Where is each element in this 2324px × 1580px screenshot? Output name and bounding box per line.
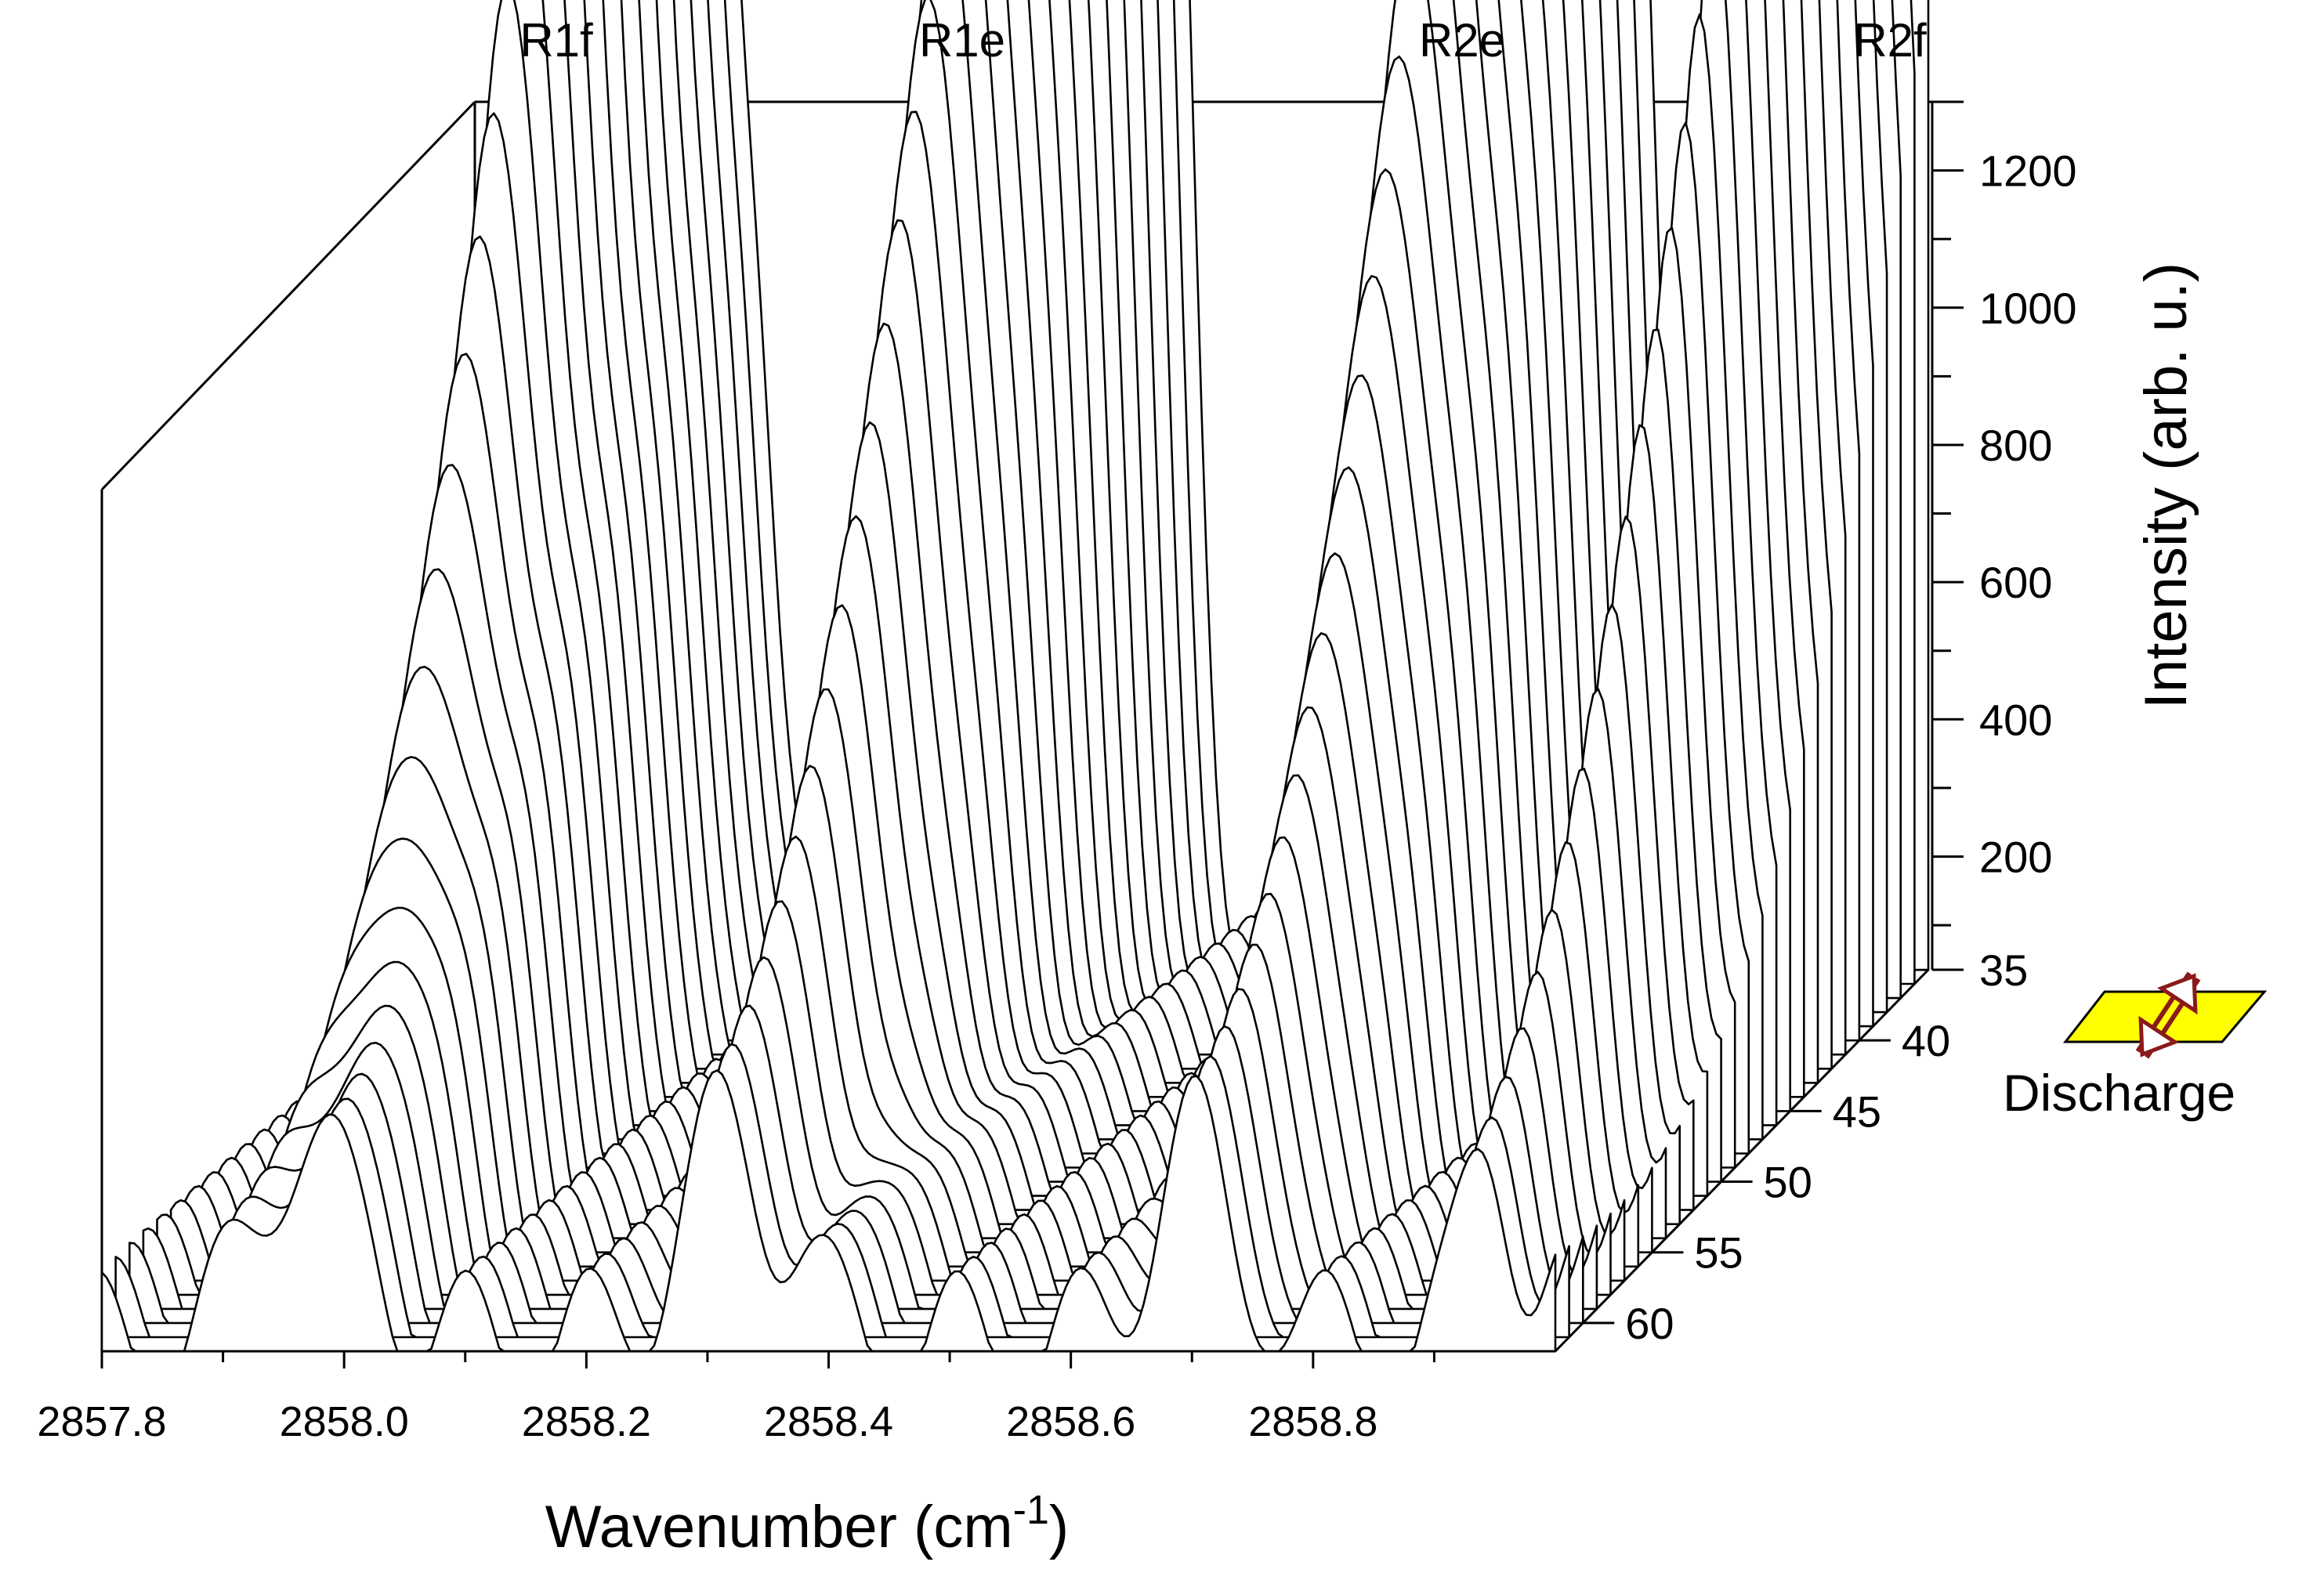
peak-label: R1e [919,14,1005,67]
y-tick-label: 1000 [1979,284,2077,333]
discharge-annotation: Discharge [2003,971,2268,1122]
depth-tick-label: 40 [1902,1016,1950,1065]
discharge-label: Discharge [2003,1064,2235,1122]
frame-left-diagonal [100,100,476,491]
y-tick-label: 600 [1979,558,2052,607]
arrow-head [2157,973,2198,1015]
y-tick-label: 200 [1979,832,2052,881]
y-tick-label: 1200 [1979,146,2077,196]
spectrum-trace [100,1069,1557,1353]
depth-tick-label: 45 [1833,1086,1881,1136]
y-tick-label: 400 [1979,695,2052,744]
x-axis-title-superscript: -1 [1013,1488,1049,1533]
y-axis-title: Intensity (arb. u.) [2133,262,2199,709]
depth-tick-label: 50 [1764,1158,1812,1207]
discharge-plate [2062,990,2268,1043]
spectra-traces [100,0,1930,1353]
x-tick-label: 2858.2 [522,1398,651,1445]
depth-axis-line [1554,968,1930,1353]
double-arrow-icon [2135,971,2201,1059]
depth-tick-label: 55 [1694,1228,1743,1278]
axes: 2857.8 2858.0 2858.2 2858.4 2858.6 2858.8 40 45… [37,14,2076,1445]
depth-tick-label: 60 [1625,1299,1674,1348]
arrow-head [2138,1015,2179,1058]
x-tick-label: 2858.0 [280,1398,409,1445]
x-axis-title: Wavenumber (cm-1) [545,1488,1069,1560]
peak-label: R1f [519,14,593,67]
x-tick-label: 2858.6 [1006,1398,1135,1445]
x-tick-label: 2858.4 [764,1398,893,1445]
peak-label: R2f [1853,14,1927,67]
x-tick-label: 2857.8 [37,1398,166,1445]
y-tick-label: 800 [1979,421,2052,470]
peak-label: R2e [1419,14,1505,67]
x-tick-label: 2858.8 [1248,1398,1377,1445]
y-tick-label: 35 [1979,945,2028,995]
